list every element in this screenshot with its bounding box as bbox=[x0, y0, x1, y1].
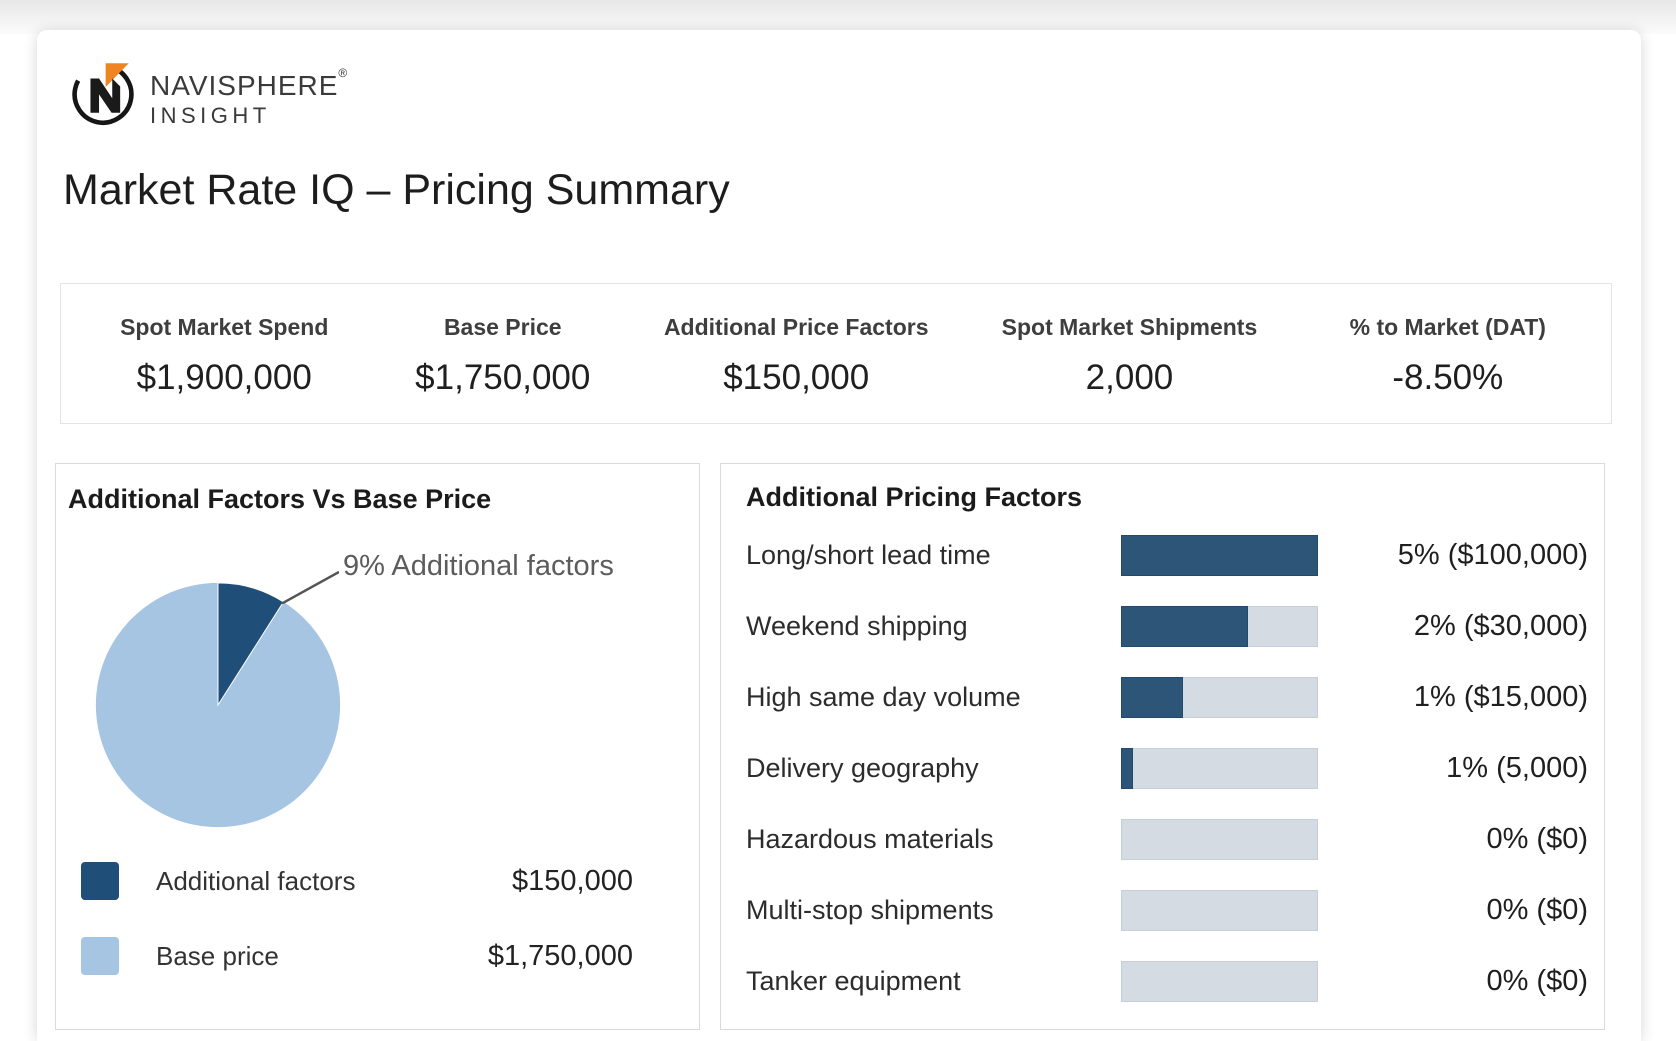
kpi-spot-market-shipments: Spot Market Shipments 2,000 bbox=[960, 310, 1298, 398]
bar-value: 5% ($100,000) bbox=[1397, 539, 1588, 571]
top-shadow bbox=[0, 0, 1676, 34]
kpi-value: $150,000 bbox=[723, 357, 870, 397]
legend-item-additional-factors[interactable]: Additional factors $150,000 bbox=[81, 862, 633, 900]
kpi-to-market-dat: % to Market (DAT) -8.50% bbox=[1299, 310, 1597, 398]
kpi-strip: Spot Market Spend $1,900,000 Base Price $1,… bbox=[60, 283, 1612, 424]
legend-item-base-price[interactable]: Base price $1,750,000 bbox=[81, 937, 633, 975]
bar-label: Multi-stop shipments bbox=[746, 895, 994, 925]
bar-row-tanker-equipment: Tanker equipment 0% ($0) bbox=[721, 946, 1606, 1017]
pie-panel-title: Additional Factors Vs Base Price bbox=[68, 484, 492, 514]
legend-swatch-icon bbox=[81, 862, 119, 900]
bar-track[interactable] bbox=[1121, 606, 1318, 647]
bar-track[interactable] bbox=[1121, 535, 1318, 576]
kpi-label: Spot Market Shipments bbox=[1001, 313, 1258, 340]
bar-value: 0% ($0) bbox=[1486, 823, 1588, 855]
kpi-label: Spot Market Spend bbox=[120, 313, 329, 340]
brand-text: NAVISPHERE® INSIGHT bbox=[150, 60, 348, 129]
bar-fill bbox=[1121, 677, 1184, 718]
kpi-additional-price-factors: Additional Price Factors $150,000 bbox=[632, 310, 960, 398]
bar-fill bbox=[1121, 535, 1318, 576]
bar-row-multi-stop-shipments: Multi-stop shipments 0% ($0) bbox=[721, 875, 1606, 946]
page-title: Market Rate IQ – Pricing Summary bbox=[63, 166, 730, 214]
bar-track[interactable] bbox=[1121, 819, 1318, 860]
kpi-label: Additional Price Factors bbox=[663, 313, 929, 340]
bar-row-weekend-shipping: Weekend shipping 2% ($30,000) bbox=[721, 591, 1606, 662]
navisphere-logo-icon bbox=[72, 63, 134, 126]
bar-label: Long/short lead time bbox=[746, 540, 991, 570]
bar-label: High same day volume bbox=[746, 682, 1021, 712]
bar-row-long-short-lead-time: Long/short lead time 5% ($100,000) bbox=[721, 520, 1606, 591]
bar-fill bbox=[1121, 748, 1133, 789]
bar-panel: Additional Pricing Factors Long/short le… bbox=[720, 463, 1605, 1030]
legend-value: $1,750,000 bbox=[487, 939, 633, 972]
legend-value: $150,000 bbox=[512, 864, 633, 897]
bar-track[interactable] bbox=[1121, 677, 1318, 718]
bar-label: Tanker equipment bbox=[746, 966, 961, 996]
bar-label: Hazardous materials bbox=[746, 824, 994, 854]
registered-mark: ® bbox=[338, 66, 349, 80]
kpi-value: $1,900,000 bbox=[136, 357, 312, 397]
callout-line bbox=[281, 570, 339, 604]
bar-row-delivery-geography: Delivery geography 1% (5,000) bbox=[721, 733, 1606, 804]
bar-label: Delivery geography bbox=[746, 753, 979, 783]
bar-value: 0% ($0) bbox=[1486, 965, 1588, 997]
brand-name: NAVISPHERE® bbox=[150, 66, 349, 101]
bar-value: 1% ($15,000) bbox=[1413, 681, 1588, 713]
bar-value: 2% ($30,000) bbox=[1413, 610, 1588, 642]
pie-chart bbox=[95, 582, 341, 828]
kpi-spot-market-spend: Spot Market Spend $1,900,000 bbox=[75, 310, 373, 398]
kpi-value: $1,750,000 bbox=[415, 357, 591, 397]
pie-panel: Additional Factors Vs Base Price 9% Addi… bbox=[55, 463, 700, 1030]
kpi-value: 2,000 bbox=[1085, 357, 1174, 397]
report-card: NAVISPHERE® INSIGHT Market Rate IQ – Pri… bbox=[37, 30, 1641, 1041]
bar-panel-title: Additional Pricing Factors bbox=[746, 482, 1083, 512]
bar-row-hazardous-materials: Hazardous materials 0% ($0) bbox=[721, 804, 1606, 875]
kpi-value: -8.50% bbox=[1392, 357, 1504, 397]
bar-rows: Long/short lead time 5% ($100,000) Weekend… bbox=[721, 520, 1606, 1017]
bar-track[interactable] bbox=[1121, 890, 1318, 931]
kpi-label: % to Market (DAT) bbox=[1349, 313, 1546, 340]
legend-label: Base price bbox=[156, 940, 279, 971]
bar-label: Weekend shipping bbox=[746, 611, 968, 641]
bar-track[interactable] bbox=[1121, 748, 1318, 789]
kpi-label: Base Price bbox=[443, 313, 562, 340]
bar-track[interactable] bbox=[1121, 961, 1318, 1002]
brand-subname: INSIGHT bbox=[150, 103, 271, 128]
bar-row-high-same-day-volume: High same day volume 1% ($15,000) bbox=[721, 662, 1606, 733]
bar-value: 1% (5,000) bbox=[1446, 752, 1588, 784]
pie-callout-label: 9% Additional factors bbox=[343, 550, 614, 582]
kpi-base-price: Base Price $1,750,000 bbox=[373, 310, 632, 398]
bar-fill bbox=[1121, 606, 1248, 647]
bar-value: 0% ($0) bbox=[1486, 894, 1588, 926]
brand-logo: NAVISPHERE® INSIGHT bbox=[70, 60, 348, 129]
legend-swatch-icon bbox=[81, 937, 119, 975]
pie-legend: Additional factors $150,000 Base price $1,7… bbox=[81, 862, 633, 1012]
legend-label: Additional factors bbox=[156, 865, 356, 896]
